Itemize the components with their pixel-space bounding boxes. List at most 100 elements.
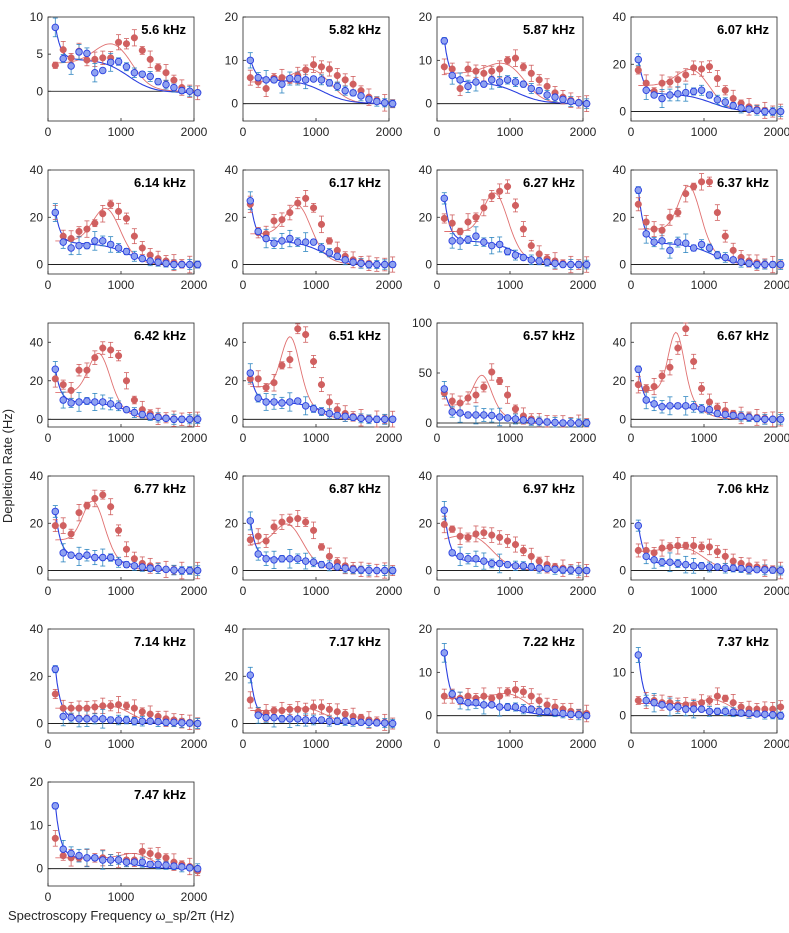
y-tick-label: 40 — [419, 469, 433, 483]
blue-data-point — [472, 411, 480, 419]
blue-data-point — [106, 716, 115, 724]
blue-data-point — [574, 260, 583, 269]
red-data-point — [99, 344, 107, 352]
blue-data-point — [567, 260, 575, 269]
blue-data-point — [309, 716, 318, 724]
red-data-point — [254, 375, 262, 383]
blue-data-point — [567, 710, 575, 719]
red-data-point — [658, 226, 666, 234]
x-tick-label: 0 — [240, 125, 247, 139]
y-tick-label: 20 — [613, 374, 627, 388]
blue-data-point — [286, 554, 294, 563]
red-data-point — [488, 368, 496, 376]
red-data-point — [721, 552, 729, 560]
blue-data-point — [650, 238, 658, 246]
blue-data-point — [146, 860, 154, 869]
red-data-point — [246, 696, 254, 704]
blue-data-point — [535, 257, 543, 265]
blue-data-point — [301, 76, 310, 84]
blue-data-point — [464, 82, 472, 91]
red-data-point — [480, 383, 488, 391]
red-data-point — [543, 701, 551, 709]
blue-data-point — [658, 701, 666, 709]
red-data-point — [122, 702, 131, 710]
x-tick-label: 1000 — [108, 737, 135, 751]
blue-data-point — [67, 62, 75, 70]
red-data-point — [682, 542, 690, 550]
blue-data-point — [574, 711, 583, 719]
x-tick-label: 0 — [240, 431, 247, 445]
x-tick-label: 1000 — [303, 125, 330, 139]
y-tick-label: 0 — [619, 709, 626, 723]
red-data-point — [634, 66, 642, 74]
red-data-point — [440, 63, 448, 71]
y-tick-label: 40 — [30, 622, 44, 636]
x-tick-label: 0 — [434, 278, 441, 292]
red-data-point — [535, 696, 543, 705]
blue-data-point — [456, 76, 464, 84]
blue-data-point — [162, 718, 170, 727]
blue-data-point — [753, 260, 761, 269]
blue-data-point — [582, 566, 591, 575]
y-tick-label: 10 — [30, 818, 44, 832]
red-data-point — [440, 520, 448, 529]
x-tick-label: 1000 — [497, 737, 524, 751]
blue-data-point — [162, 565, 170, 574]
red-data-point — [535, 557, 543, 565]
blue-data-point — [373, 97, 381, 106]
panel-title: 5.82 kHz — [329, 22, 382, 37]
x-tick-label: 0 — [628, 431, 635, 445]
blue-data-point — [178, 415, 186, 424]
panel-7: 0 20 40 0 1000 2000 6.27 kHz — [419, 163, 597, 292]
panel-17: 0 20 40 0 1000 2000 7.14 kHz — [30, 622, 208, 751]
blue-data-point — [697, 705, 706, 713]
x-tick-label: 2000 — [570, 584, 597, 598]
blue-data-point — [130, 68, 139, 77]
y-tick-label: 0 — [425, 564, 432, 578]
blue-data-point — [75, 715, 83, 723]
x-tick-label: 1000 — [691, 278, 718, 292]
red-data-point — [83, 366, 91, 374]
blue-data-point — [357, 92, 365, 100]
blue-data-point — [511, 251, 520, 259]
blue-data-point — [658, 94, 666, 103]
x-tick-label: 1000 — [108, 278, 135, 292]
y-tick-label: 100 — [412, 316, 432, 330]
red-data-point — [122, 214, 131, 223]
y-tick-label: 20 — [419, 10, 433, 24]
plot-frame — [47, 169, 195, 275]
blue-data-point — [488, 701, 496, 709]
red-data-point — [154, 63, 162, 72]
red-data-point — [310, 526, 318, 534]
blue-data-point — [67, 713, 75, 722]
blue-data-point — [185, 719, 194, 727]
x-tick-label: 0 — [628, 584, 635, 598]
red-data-point — [270, 379, 278, 387]
blue-data-point — [114, 716, 123, 724]
blue-data-point — [178, 86, 186, 95]
blue-data-point — [551, 418, 559, 427]
blue-data-point — [689, 705, 698, 713]
red-data-point — [51, 690, 59, 698]
blue-data-point — [301, 238, 310, 246]
blue-data-point — [262, 76, 270, 84]
panel-1: 0 5 10 0 1000 2000 5.6 kHz — [30, 10, 208, 139]
blue-data-point — [193, 415, 202, 424]
blue-data-point — [341, 412, 349, 421]
x-tick-label: 2000 — [181, 125, 208, 139]
red-data-point — [705, 398, 714, 406]
red-data-point — [698, 699, 706, 707]
red-data-point — [325, 237, 333, 245]
blue-data-point — [551, 93, 559, 101]
blue-data-point — [768, 415, 777, 424]
red-data-point — [122, 545, 131, 553]
red-data-point — [527, 552, 535, 560]
blue-data-point — [138, 70, 147, 78]
red-data-point — [317, 543, 326, 551]
blue-data-point — [713, 409, 722, 418]
red-data-point — [480, 692, 488, 700]
blue-data-point — [67, 551, 75, 559]
panel-16: 0 20 40 0 1000 2000 7.06 kHz — [613, 469, 789, 598]
blue-data-point — [658, 403, 666, 411]
red-data-point — [83, 225, 91, 233]
